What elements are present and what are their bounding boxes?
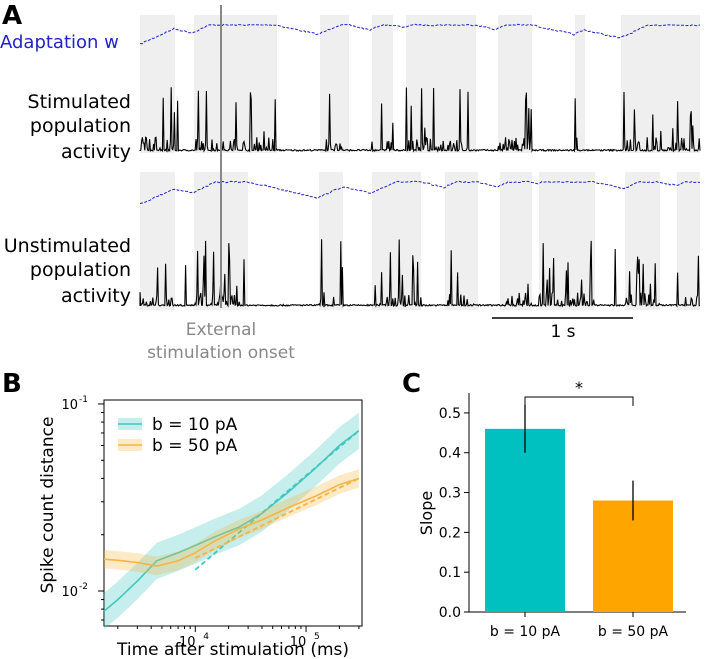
- onset-label-line1: External: [186, 320, 257, 340]
- shade-rect: [320, 15, 349, 153]
- spike-distance-plot: 10 4 10 510 -110 -2b = 10 pAb = 50 pA: [61, 395, 363, 650]
- fit-line-2: [194, 477, 360, 559]
- y-tick-label: 0.1: [439, 565, 461, 581]
- series-line-2: [103, 477, 360, 567]
- plot-b-ylabel: Spike count distance: [38, 417, 58, 594]
- plot-b-axes-frame: [103, 399, 363, 627]
- adaptation-trace-stimulated: [139, 23, 701, 45]
- onset-label-line2: stimulation onset: [147, 343, 295, 363]
- y-tick-exponent: -2: [79, 582, 88, 592]
- y-tick-label: 0.5: [439, 406, 461, 422]
- unstim-label-line2: population: [30, 259, 131, 281]
- y-tick-label: 0.4: [439, 446, 461, 462]
- y-tick-exponent: -1: [79, 395, 88, 405]
- panel-c-letter: C: [402, 369, 421, 399]
- stim-label-line3: activity: [61, 141, 131, 163]
- adaptation-label: Adaptation w: [0, 32, 119, 53]
- unstim-label-line1: Unstimulated: [4, 235, 131, 257]
- plot-c-ylabel: Slope: [417, 491, 436, 535]
- confidence-band-1: [104, 412, 359, 630]
- x-tick-label: 10: [290, 635, 307, 650]
- x-tick-exponent: 4: [203, 632, 209, 642]
- significance-bracket: [524, 396, 634, 406]
- stim-label-line1: Stimulated: [28, 91, 131, 113]
- shade-rect: [498, 15, 532, 153]
- x-tick-label: b = 50 pA: [598, 624, 669, 640]
- shaded-periods-stimulated: [140, 15, 700, 153]
- y-tick-label: 0.3: [439, 486, 461, 502]
- panel-a-letter: A: [2, 1, 22, 31]
- activity-trace-stimulated: [139, 87, 701, 153]
- shade-rect: [500, 172, 532, 310]
- shade-rect: [372, 15, 393, 153]
- panel-b-letter: B: [2, 369, 22, 399]
- unstim-label-line3: activity: [61, 285, 131, 307]
- y-tick-label: 10: [61, 585, 78, 600]
- shade-rect: [445, 172, 478, 310]
- plot-b-xlabel: Time after stimulation (ms): [116, 640, 349, 659]
- y-tick-label: 10: [61, 398, 78, 413]
- scale-bar-label: 1 s: [550, 322, 575, 342]
- legend-label: b = 50 pA: [152, 436, 238, 456]
- adaptation-trace-unstimulated: [139, 180, 701, 204]
- y-tick-label: 0.2: [439, 525, 461, 541]
- x-tick-label: 10: [179, 635, 196, 650]
- shade-rect: [140, 15, 175, 153]
- x-tick-label: b = 10 pA: [490, 624, 561, 640]
- activity-trace-unstimulated: [139, 239, 701, 308]
- bar-1: [485, 428, 565, 612]
- shade-rect: [677, 172, 700, 310]
- shade-rect: [406, 15, 476, 153]
- significance-star: *: [575, 378, 583, 397]
- fit-line-1: [194, 429, 360, 571]
- y-tick-label: 0.0: [439, 605, 461, 621]
- stim-label-line2: population: [30, 115, 131, 137]
- legend-label: b = 10 pA: [152, 415, 238, 435]
- confidence-band-2: [104, 469, 359, 576]
- shade-rect: [575, 15, 585, 153]
- x-tick-exponent: 5: [314, 632, 320, 642]
- slope-bar-chart: 0.0 0.1 0.2 0.3 0.4 0.5 b = 10 pA b = 50 pA *: [439, 378, 686, 640]
